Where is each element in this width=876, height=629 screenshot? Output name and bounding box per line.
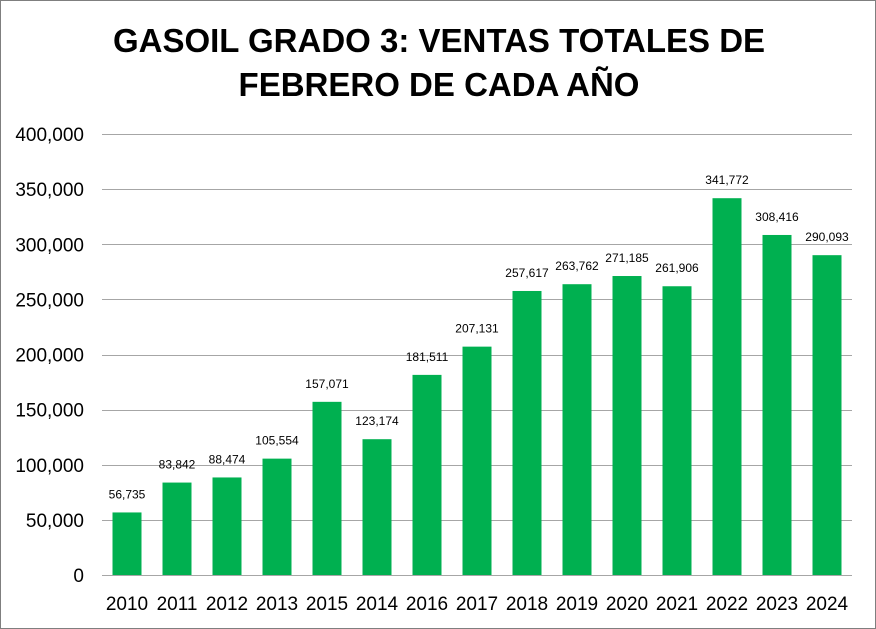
bar [562,284,592,575]
x-tick-label: 2024 [806,594,849,615]
data-label: 83,842 [159,458,196,472]
bar [512,290,542,575]
data-label: 261,906 [655,261,699,275]
y-tick-label: 100,000 [15,456,84,477]
data-labels: 56,735 83,842 88,474 105,554 157,071 123,174 1… [109,173,849,501]
x-tick-label: 2022 [706,594,748,615]
x-tick-label: 2014 [356,594,399,615]
data-label: 105,554 [255,434,299,448]
y-axis: 0 50,000 100,000 150,000 200,000 250,000 300,0… [15,125,84,587]
x-tick-label: 2017 [456,594,498,615]
data-label: 157,071 [305,377,349,391]
y-tick-label: 200,000 [15,346,84,367]
chart-title-line-2: FEBRERO DE CADA AÑO [238,66,640,103]
x-tick-label: 2012 [206,594,248,615]
bar [712,198,742,576]
x-tick-label: 2015 [306,594,348,615]
chart-title: GASOIL GRADO 3: VENTAS TOTALES DE FEBRER… [1,19,876,107]
data-label: 123,174 [355,414,399,428]
x-tick-label: 2021 [656,594,698,615]
data-label: 257,617 [505,266,549,280]
x-tick-label: 2011 [157,594,198,615]
bar [412,374,442,575]
data-label: 181,511 [406,350,449,364]
x-tick-label: 2019 [556,594,598,615]
x-tick-label: 2018 [506,594,548,615]
data-label: 271,185 [605,251,649,265]
x-tick-label: 2020 [606,594,648,615]
bar [162,482,192,575]
bar [312,401,342,575]
bar [262,458,292,575]
y-tick-label: 0 [73,566,84,587]
data-label: 207,131 [455,322,499,336]
bars [112,198,842,576]
data-label: 290,093 [805,230,849,244]
x-tick-label: 2023 [756,594,798,615]
bar [212,477,242,575]
bar [762,234,792,575]
bar [112,512,142,575]
y-tick-label: 350,000 [15,180,84,201]
x-tick-label: 2010 [106,594,148,615]
bar [612,276,642,575]
y-tick-label: 300,000 [15,235,84,256]
y-tick-label: 400,000 [15,125,84,146]
y-tick-label: 250,000 [15,290,84,311]
bar [662,286,692,575]
data-label: 263,762 [555,259,599,273]
x-axis: 2010 2011 2012 2013 2015 2014 2016 2017 2018 2019… [106,594,849,615]
y-tick-label: 150,000 [15,401,84,422]
y-tick-label: 50,000 [26,511,84,532]
data-label: 341,772 [705,173,749,187]
data-label: 88,474 [209,452,246,466]
x-tick-label: 2016 [406,594,448,615]
x-tick-label: 2013 [256,594,298,615]
bar [812,255,842,575]
chart-title-line-1: GASOIL GRADO 3: VENTAS TOTALES DE [112,22,766,59]
bar [362,439,392,575]
data-label: 308,416 [755,210,799,224]
data-label: 56,735 [109,487,146,501]
bar [462,346,492,575]
